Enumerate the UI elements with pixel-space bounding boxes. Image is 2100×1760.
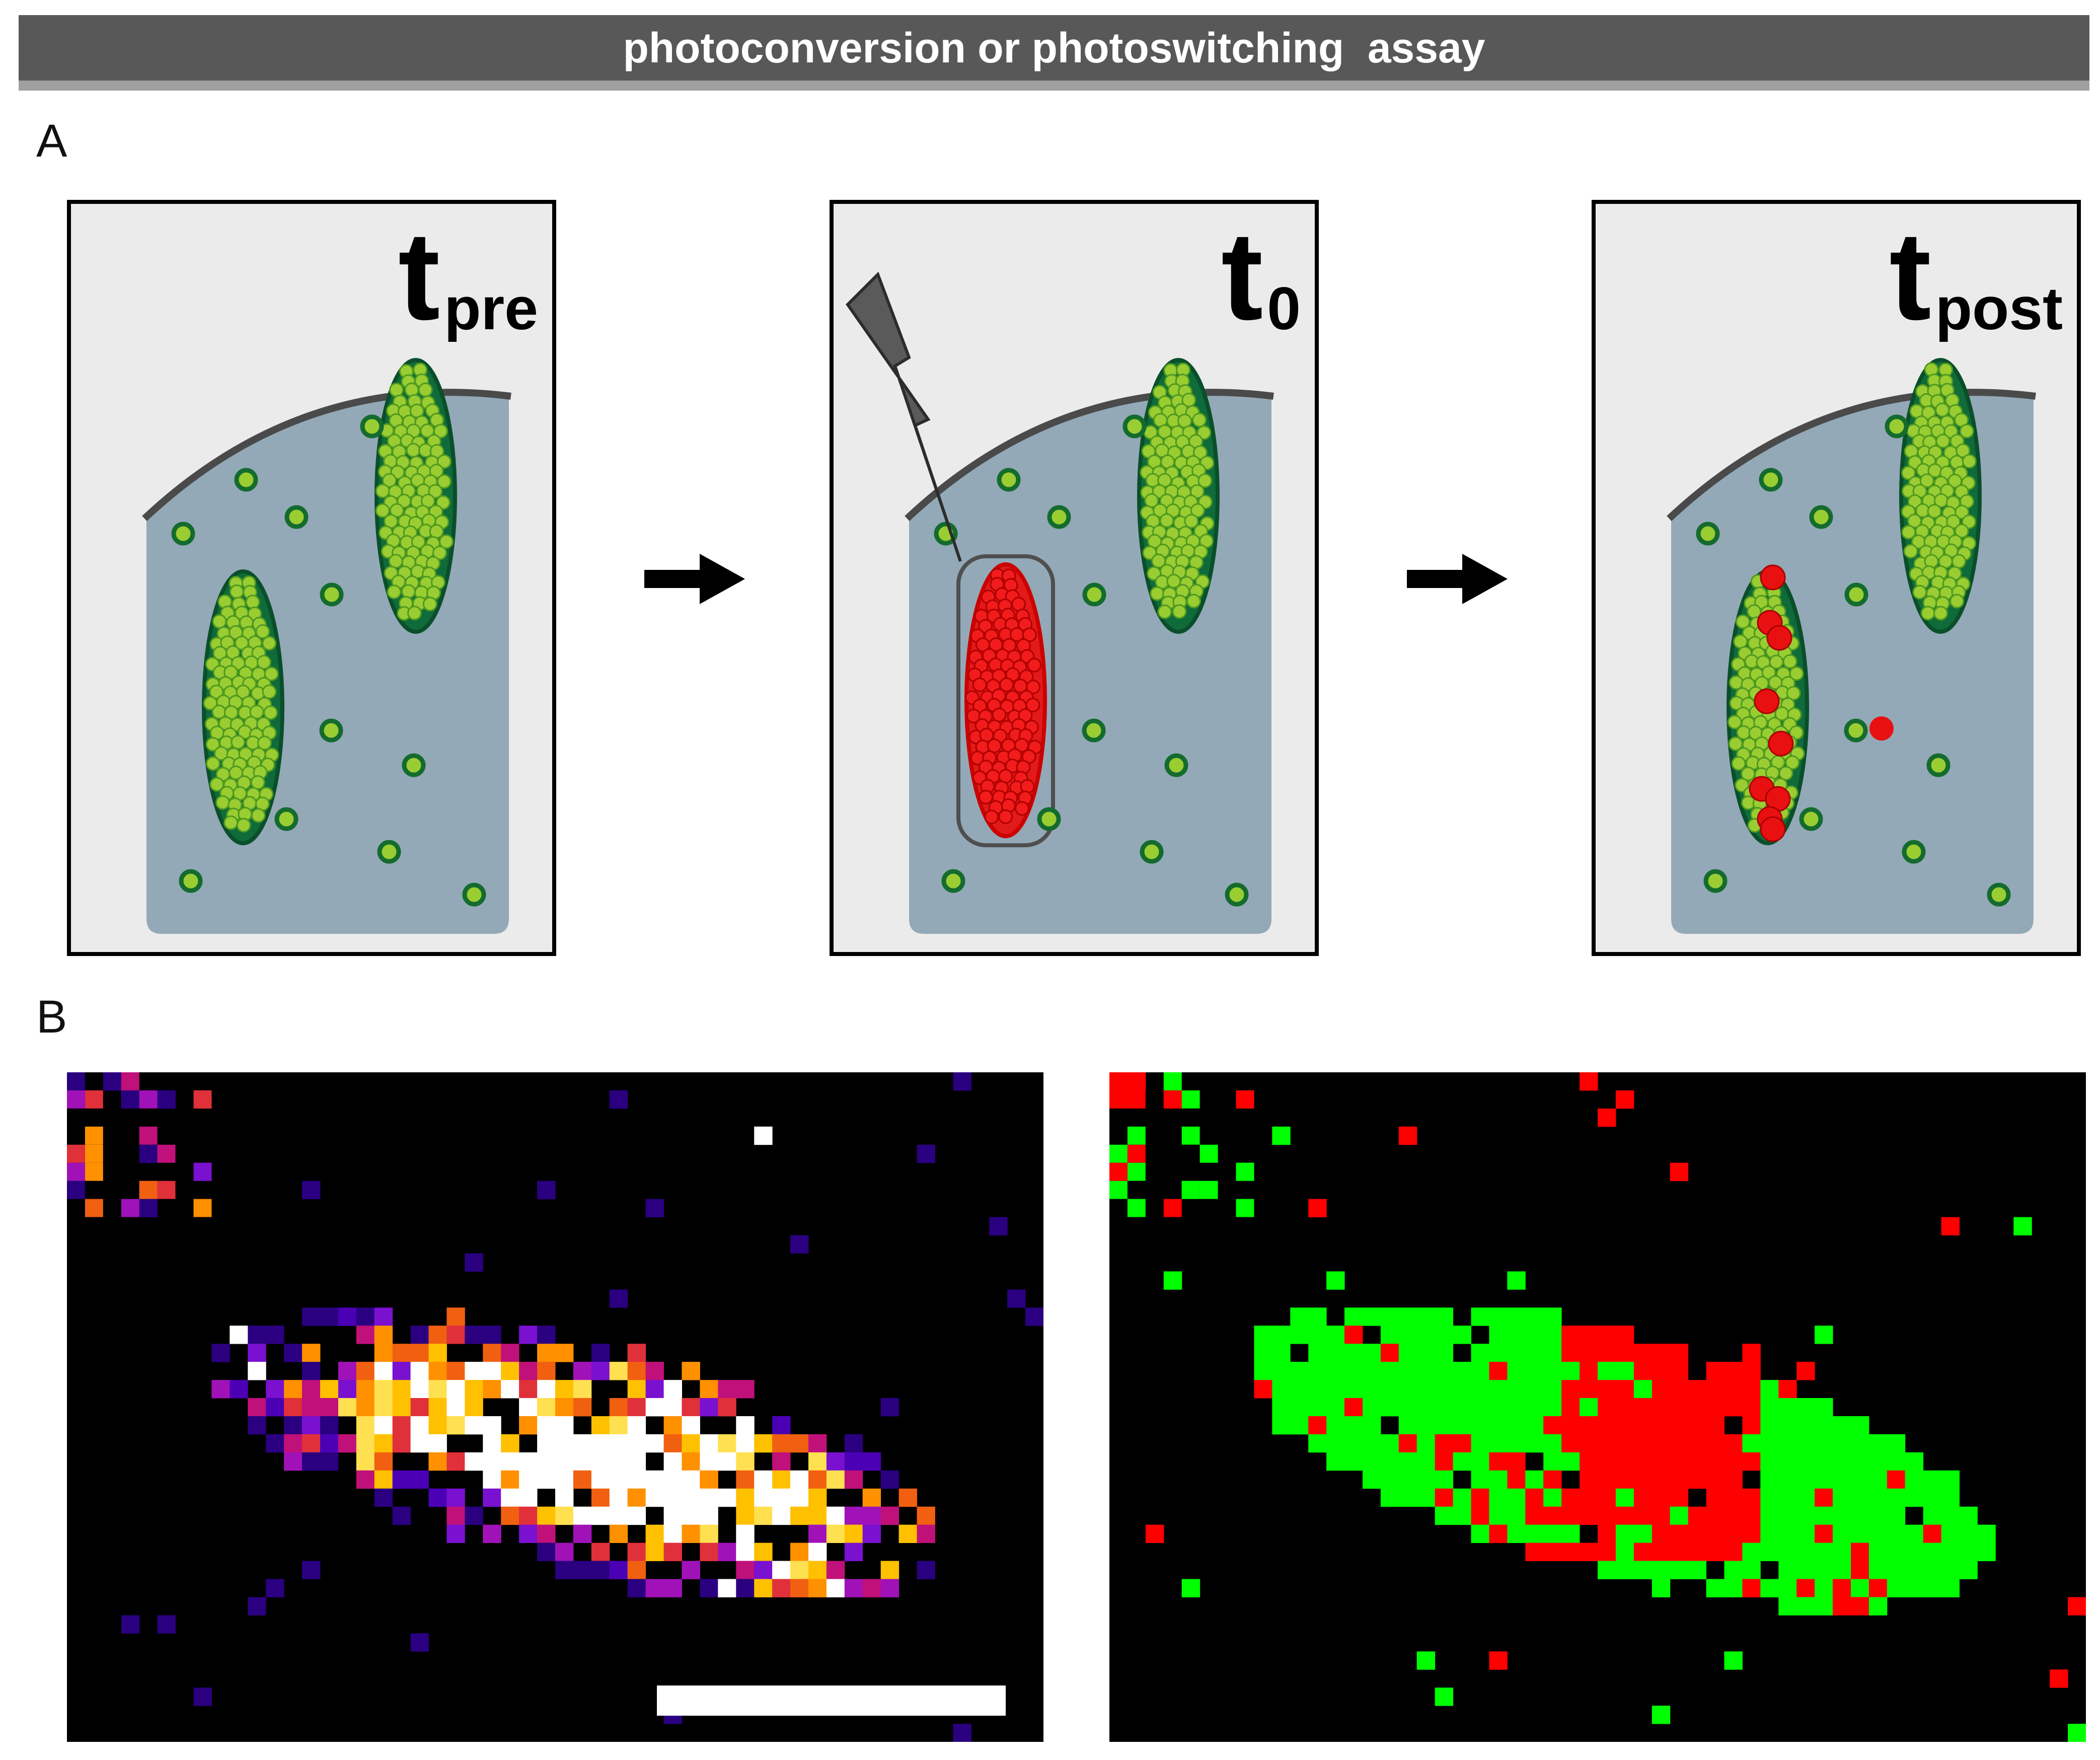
header-bar: photoconversion or photoswitching assay xyxy=(19,15,2089,91)
cytoplasm-particles xyxy=(171,414,486,907)
time-label-0: t0 xyxy=(1221,213,1301,339)
time-label-main: t xyxy=(398,205,440,346)
cell-diagram-t0 xyxy=(846,271,1274,934)
frame-t-pre: tpre xyxy=(67,200,556,956)
time-label-post: tpost xyxy=(1889,213,2063,339)
right-arrow-icon xyxy=(644,554,745,604)
time-label-sub: pre xyxy=(444,275,538,342)
organelle-right xyxy=(374,358,457,634)
cytoplasm-particles xyxy=(934,414,1249,907)
cell-membrane xyxy=(142,389,511,522)
organelle-right xyxy=(1899,358,1982,634)
cell-membrane xyxy=(905,389,1274,522)
overlay-pixels xyxy=(1109,1072,2086,1742)
cell-diagram-post xyxy=(1667,358,2036,934)
illumination-region xyxy=(956,554,1055,847)
lightning-bolt-icon xyxy=(846,271,962,562)
scale-bar xyxy=(657,1685,1006,1716)
overlay-image xyxy=(1109,1072,2086,1742)
cell-diagram-pre xyxy=(142,358,511,934)
time-label-main: t xyxy=(1889,205,1931,346)
time-label-sub: 0 xyxy=(1267,275,1301,342)
heatmap-pixels xyxy=(67,1072,1043,1742)
time-label-sub: post xyxy=(1935,275,2063,342)
panel-label-b: B xyxy=(36,991,67,1043)
organelle-photoconverted xyxy=(964,562,1047,838)
organelle-left xyxy=(202,569,284,845)
time-label-pre: tpre xyxy=(398,213,538,339)
heatmap-image xyxy=(67,1072,1043,1742)
organelle-right xyxy=(1137,358,1220,634)
frame-t-post: tpost xyxy=(1592,200,2081,956)
right-arrow-icon xyxy=(1407,554,1508,604)
panel-label-a: A xyxy=(36,115,67,167)
cell-membrane xyxy=(1667,389,2036,522)
frame-t-0: t0 xyxy=(830,200,1319,956)
header-title: photoconversion or photoswitching assay xyxy=(623,24,1485,71)
time-label-main: t xyxy=(1221,205,1263,346)
organelle-mixed xyxy=(1727,564,1809,845)
cytoplasm-particles xyxy=(1696,414,2011,907)
red-particle-free xyxy=(1869,716,1894,741)
